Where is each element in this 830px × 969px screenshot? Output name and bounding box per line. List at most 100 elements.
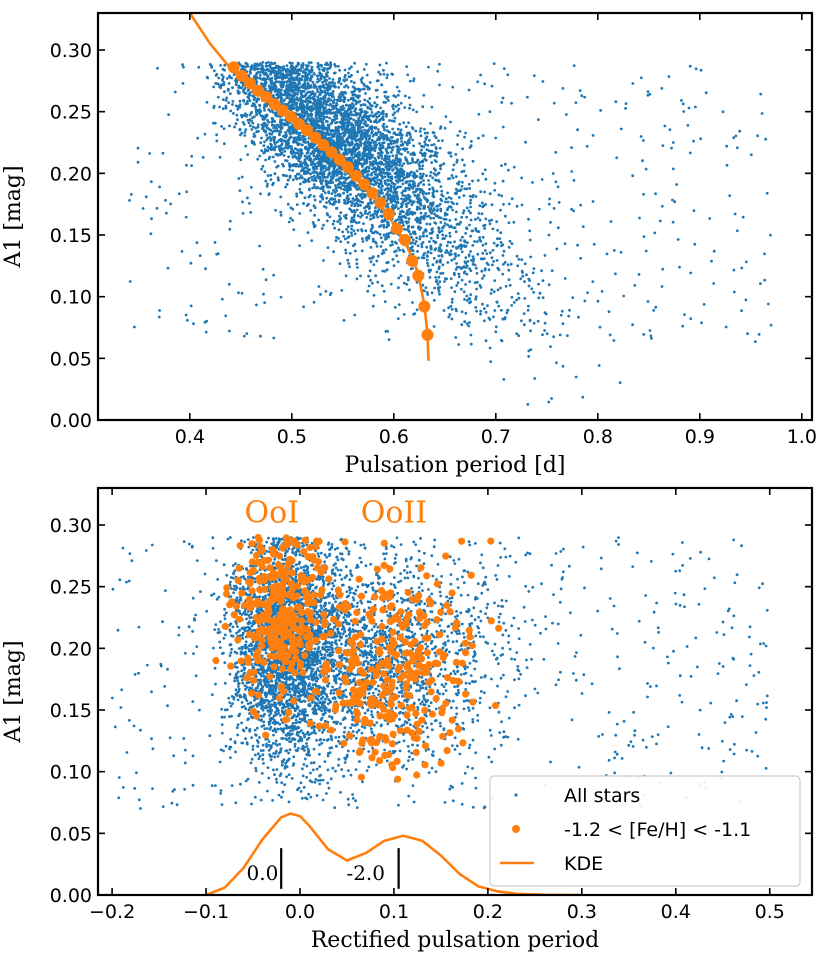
blue-point: [335, 110, 339, 114]
blue-point: [321, 113, 324, 116]
blue-point: [744, 298, 748, 302]
blue-point: [520, 176, 524, 180]
blue-point: [579, 256, 582, 260]
blue-point: [300, 148, 303, 152]
blue-point: [418, 142, 421, 145]
blue-point: [607, 310, 611, 313]
blue-point: [326, 123, 330, 127]
blue-point: [344, 178, 348, 182]
blue-point: [370, 256, 374, 260]
blue-point: [436, 208, 439, 212]
blue-point: [284, 136, 287, 139]
blue-point: [337, 237, 340, 240]
blue-point: [308, 71, 311, 75]
blue-point: [346, 230, 350, 234]
blue-point: [243, 134, 247, 137]
blue-point: [411, 301, 414, 304]
blue-point: [581, 225, 585, 229]
blue-point: [571, 296, 575, 299]
blue-point: [444, 200, 447, 204]
blue-point: [474, 306, 478, 309]
blue-point: [215, 139, 219, 143]
blue-point: [412, 77, 416, 81]
blue-point: [273, 160, 277, 163]
blue-point: [350, 224, 354, 228]
blue-point: [327, 199, 331, 203]
blue-point: [376, 152, 380, 155]
blue-point: [392, 185, 396, 189]
blue-point: [431, 227, 434, 231]
blue-point: [422, 217, 426, 221]
blue-point: [280, 118, 284, 122]
blue-point: [223, 68, 226, 72]
blue-point: [190, 154, 194, 158]
blue-point: [322, 116, 326, 119]
blue-point: [558, 333, 562, 337]
blue-point: [363, 211, 367, 215]
blue-point: [347, 176, 350, 180]
blue-point: [335, 138, 339, 142]
blue-point: [483, 319, 486, 323]
blue-point: [368, 201, 371, 205]
blue-point: [319, 171, 322, 174]
blue-point: [383, 269, 387, 273]
blue-point: [326, 63, 330, 67]
blue-point: [332, 174, 336, 178]
blue-point: [382, 233, 386, 237]
blue-point: [345, 103, 349, 107]
blue-point: [354, 164, 357, 168]
blue-point: [324, 73, 328, 76]
blue-point: [264, 158, 267, 162]
blue-point: [252, 98, 256, 101]
blue-point: [453, 253, 457, 256]
blue-point: [314, 177, 317, 181]
blue-point: [646, 90, 650, 93]
blue-point: [340, 137, 344, 141]
blue-point: [361, 156, 365, 160]
blue-point: [298, 112, 301, 116]
blue-point: [395, 163, 399, 167]
blue-point: [332, 118, 336, 122]
blue-point: [328, 202, 332, 205]
blue-point: [410, 157, 414, 161]
blue-point: [368, 160, 372, 164]
blue-point: [471, 229, 475, 233]
blue-point: [438, 62, 441, 66]
blue-point: [289, 78, 293, 82]
blue-point: [353, 209, 356, 213]
blue-point: [354, 198, 358, 202]
blue-point: [356, 199, 360, 203]
blue-point: [325, 115, 329, 119]
blue-point: [670, 146, 673, 150]
blue-point: [461, 147, 464, 151]
blue-point: [462, 209, 466, 213]
blue-point: [418, 172, 422, 176]
blue-point: [330, 177, 334, 181]
blue-point: [512, 165, 516, 169]
blue-point: [346, 190, 349, 194]
blue-point: [526, 308, 530, 312]
blue-point: [260, 68, 264, 72]
blue-point: [313, 224, 317, 228]
blue-point: [231, 103, 234, 106]
blue-point: [436, 234, 439, 237]
blue-point: [210, 66, 214, 69]
blue-point: [241, 212, 245, 215]
blue-point: [277, 125, 280, 129]
blue-point: [346, 241, 350, 244]
blue-point: [452, 271, 456, 275]
blue-point: [465, 299, 469, 302]
blue-point: [181, 82, 185, 85]
blue-point: [543, 254, 547, 257]
blue-point: [403, 227, 406, 231]
blue-point: [350, 73, 353, 77]
blue-point: [432, 239, 436, 243]
blue-point: [337, 80, 340, 84]
blue-point: [234, 122, 238, 126]
blue-point: [273, 135, 276, 139]
blue-point: [316, 101, 319, 105]
blue-point: [387, 142, 390, 146]
blue-point: [641, 159, 644, 163]
blue-point: [276, 153, 280, 157]
blue-point: [369, 217, 372, 221]
